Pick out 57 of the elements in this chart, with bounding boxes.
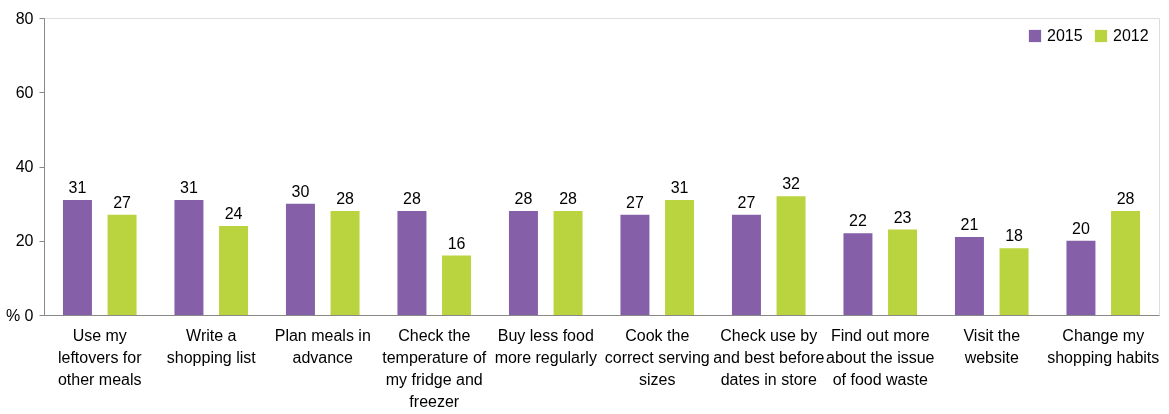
bar bbox=[888, 229, 918, 315]
data-label: 24 bbox=[224, 204, 243, 222]
data-label: 28 bbox=[514, 190, 533, 208]
bar bbox=[397, 211, 427, 315]
bar bbox=[776, 196, 806, 315]
y-tick-label: 60 bbox=[15, 83, 34, 101]
data-label: 27 bbox=[113, 193, 132, 211]
y-tick-label: % 0 bbox=[5, 306, 34, 324]
data-label: 27 bbox=[737, 193, 756, 211]
bar bbox=[1066, 240, 1096, 315]
bar bbox=[508, 211, 538, 315]
bar bbox=[665, 199, 695, 315]
data-label: 30 bbox=[291, 182, 310, 200]
legend-label: 2015 bbox=[1047, 27, 1083, 44]
x-tick-label: Visit the website bbox=[963, 326, 1021, 366]
data-label: 27 bbox=[626, 193, 644, 211]
bar bbox=[285, 203, 315, 315]
data-label: 31 bbox=[68, 178, 87, 196]
bar bbox=[62, 199, 92, 315]
data-label: 28 bbox=[559, 190, 578, 208]
bar bbox=[1111, 211, 1141, 315]
bar bbox=[553, 211, 583, 315]
data-label: 21 bbox=[960, 216, 979, 234]
x-tick-label: Change my shopping habits bbox=[1047, 326, 1160, 366]
y-tick-label: 80 bbox=[15, 9, 34, 27]
x-tick-label: Find out more about the issue of food waste bbox=[825, 326, 935, 388]
x-tick-label: Plan meals in advance bbox=[274, 326, 371, 366]
bar bbox=[442, 255, 472, 315]
bar bbox=[731, 214, 761, 315]
x-tick-label: Write a shopping list bbox=[166, 326, 257, 366]
bar bbox=[999, 248, 1029, 315]
x-tick-label: Check use by and best before dates in store bbox=[713, 326, 825, 388]
x-tick-label: Use my leftovers for other meals bbox=[57, 326, 143, 388]
x-tick-label: Buy less food more regularly bbox=[494, 326, 597, 366]
data-label: 31 bbox=[180, 178, 198, 196]
bar bbox=[954, 237, 984, 315]
y-tick-label: 40 bbox=[15, 158, 34, 175]
data-label: 18 bbox=[1005, 227, 1024, 245]
bar bbox=[620, 214, 650, 315]
data-label: 16 bbox=[447, 234, 466, 252]
x-tick-label: Cook the correct serving sizes bbox=[604, 326, 710, 388]
bar bbox=[174, 199, 204, 315]
bar bbox=[107, 214, 137, 315]
data-label: 31 bbox=[670, 178, 689, 196]
data-label: 28 bbox=[403, 190, 421, 208]
bar bbox=[219, 225, 249, 315]
bar bbox=[330, 211, 360, 315]
legend-label: 2012 bbox=[1113, 27, 1149, 44]
x-tick-label: Check the temperature of my fridge and freezer bbox=[382, 326, 487, 410]
data-label: 22 bbox=[849, 212, 867, 230]
data-label: 23 bbox=[893, 208, 912, 226]
data-label: 28 bbox=[336, 190, 355, 208]
data-label: 20 bbox=[1072, 219, 1090, 237]
bar bbox=[843, 233, 873, 315]
data-label: 28 bbox=[1116, 190, 1135, 208]
y-tick-label: 20 bbox=[15, 232, 34, 250]
data-label: 32 bbox=[782, 175, 801, 193]
